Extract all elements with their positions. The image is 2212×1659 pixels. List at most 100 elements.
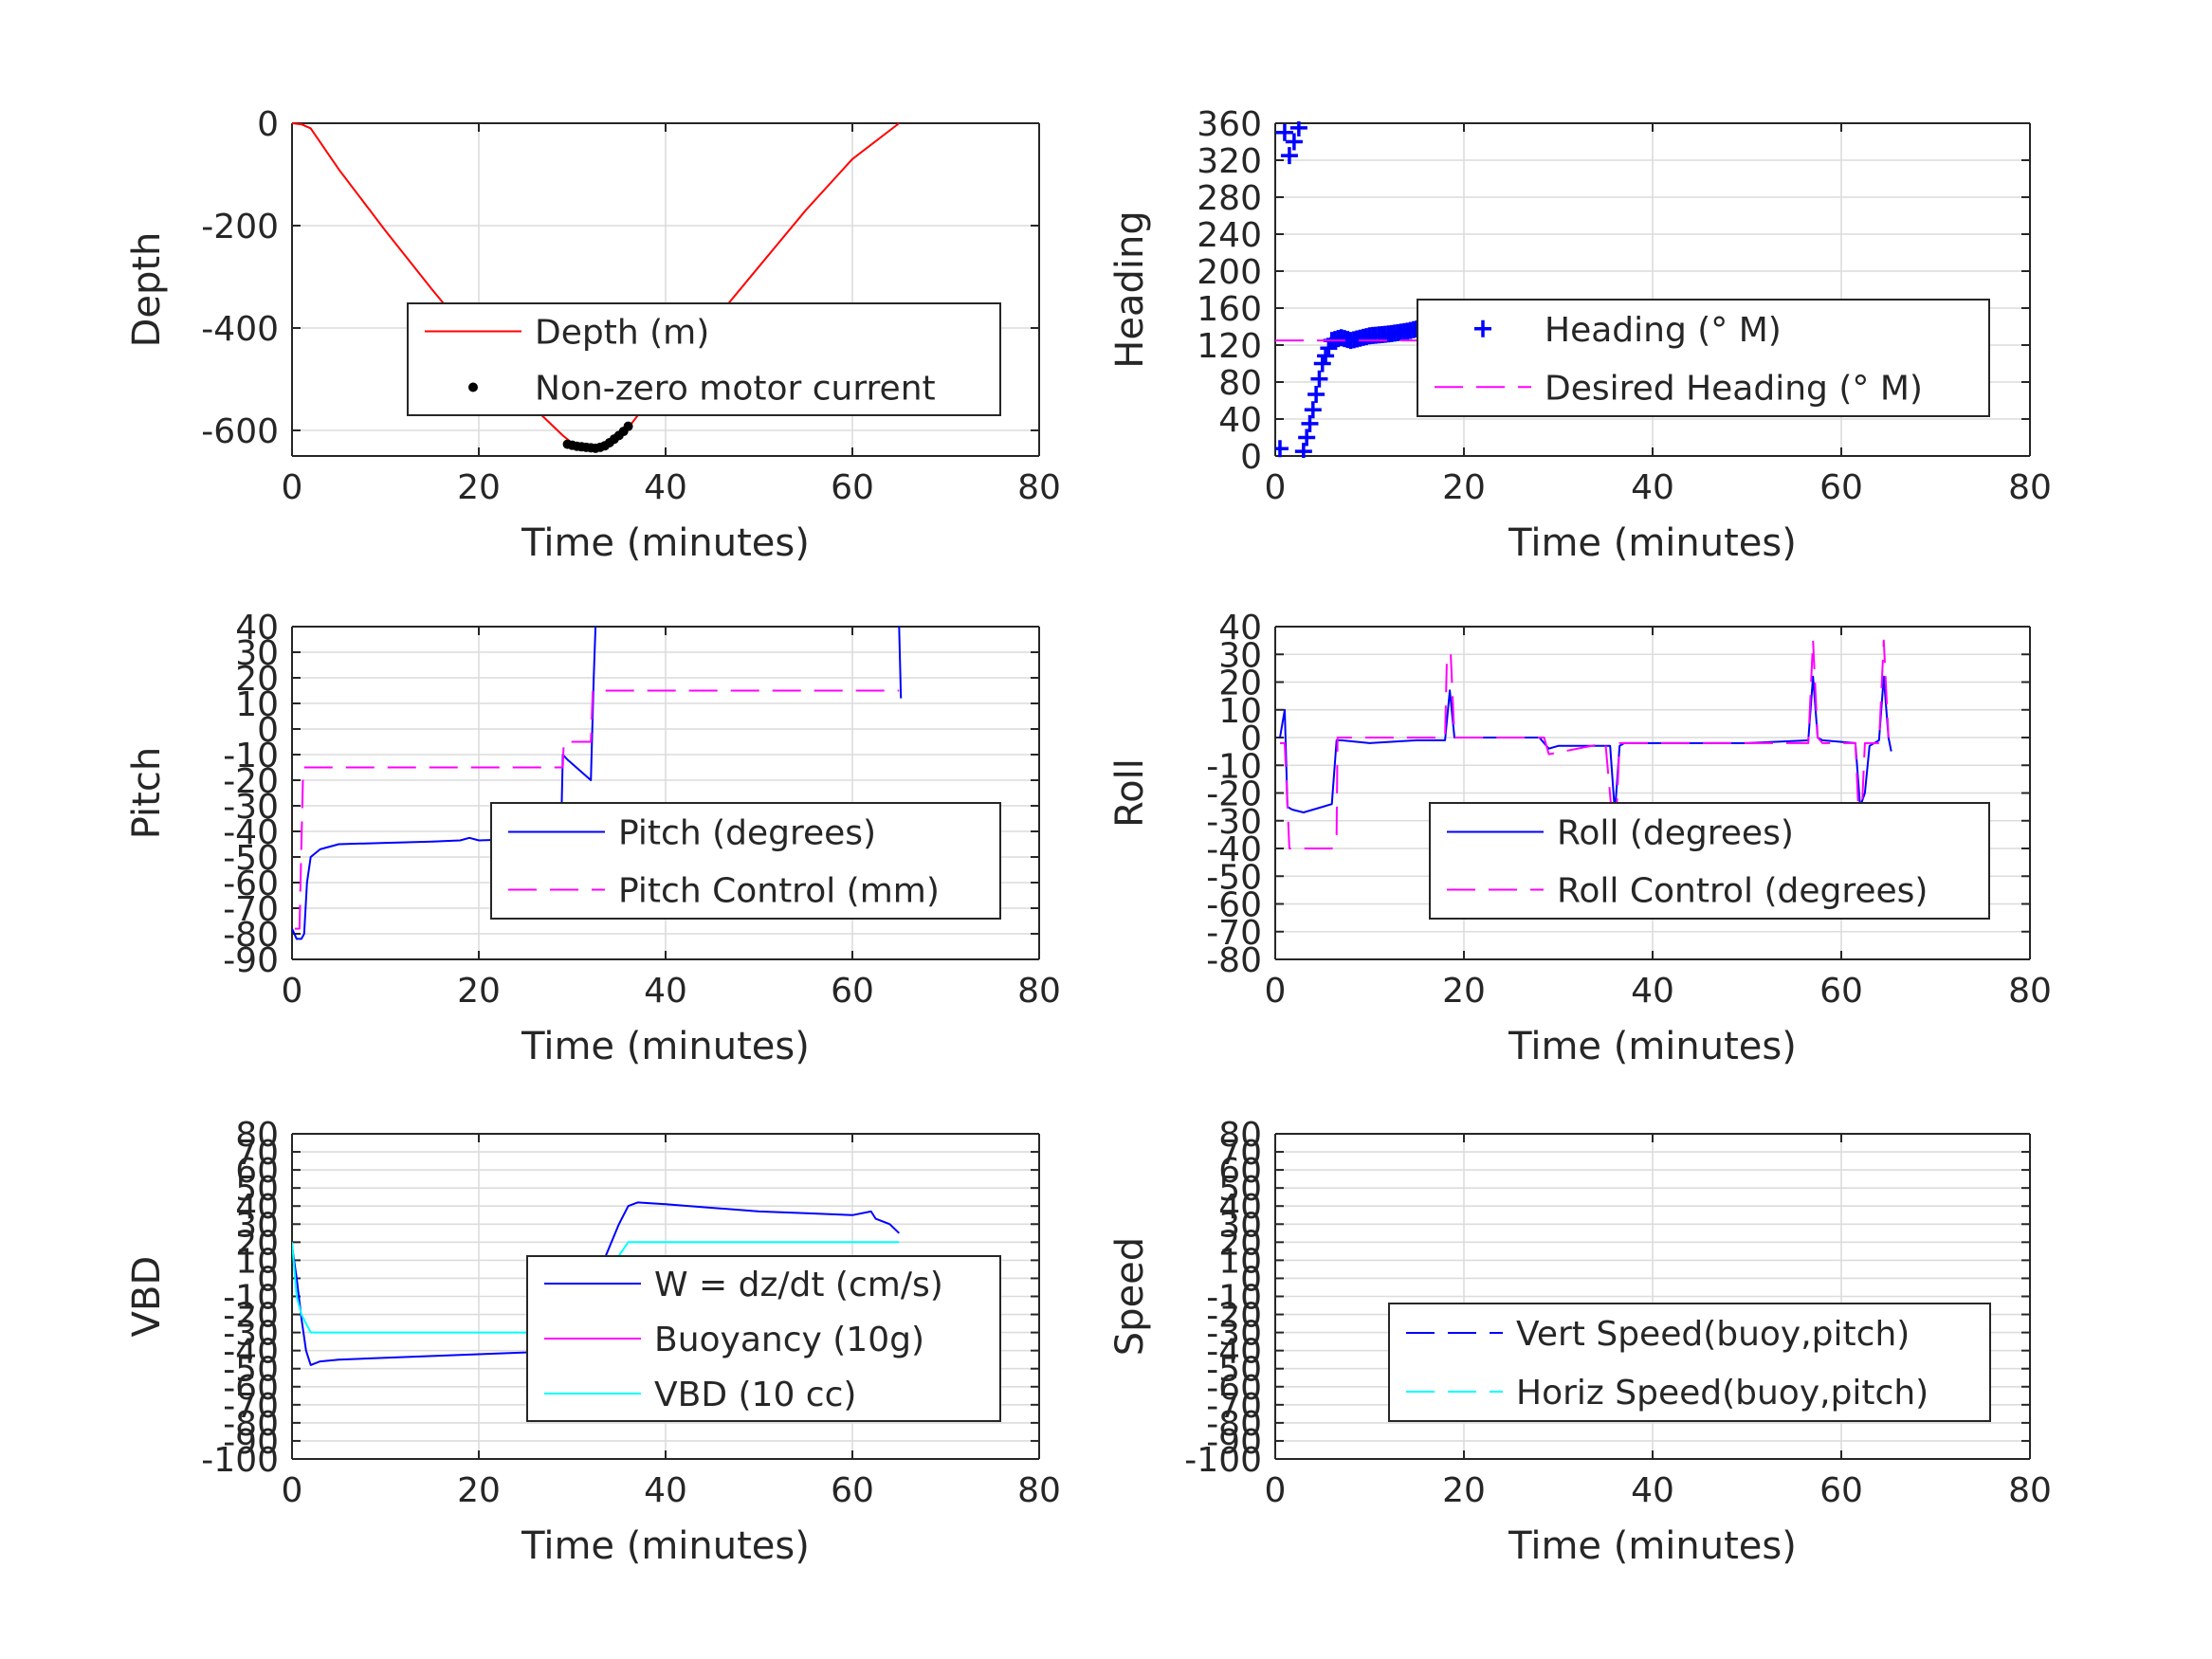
y-tick-label: 80 [1218, 364, 1262, 403]
legend-label: VBD (10 cc) [654, 1376, 856, 1414]
x-tick-label: 80 [1017, 468, 1061, 507]
y-tick-label: 40 [235, 609, 279, 647]
y-tick-label: 240 [1197, 216, 1262, 255]
x-tick-label: 80 [1017, 972, 1061, 1011]
x-tick-label: 60 [1819, 972, 1863, 1011]
legend-marker [468, 382, 478, 392]
y-tick-label: -10 [1206, 747, 1262, 786]
legend-label: Non-zero motor current [535, 370, 936, 409]
legend: Depth (m) Non-zero motor current [407, 302, 1001, 416]
data-point [1298, 428, 1316, 447]
x-tick-label: 0 [282, 1471, 303, 1510]
legend-label: Desired Heading (° M) [1545, 369, 1923, 408]
panel-2: 0 20 40 60 8036032028024020016012080400Time … [1108, 105, 2052, 565]
y-tick-label: -90 [1206, 1423, 1262, 1462]
plot-area [292, 122, 900, 453]
x-tick-label: 20 [1442, 468, 1486, 507]
x-tick-label: 20 [1442, 972, 1486, 1011]
y-tick-label: -400 [201, 310, 279, 349]
legend: Heading (° M) Desired Heading (° M) [1417, 299, 1990, 417]
x-axis-label: Time (minutes) [1508, 521, 1797, 565]
y-tick-label: -70 [1206, 1387, 1262, 1426]
legend-label: Pitch (degrees) [618, 814, 876, 853]
y-tick-label: -30 [1206, 803, 1262, 842]
legend-label: Buoyancy (10g) [654, 1321, 924, 1359]
series-line-1 [292, 626, 597, 940]
legend: Vert Speed(buoy,pitch) Horiz Speed(buoy,p… [1388, 1303, 1991, 1422]
x-axis-label: Time (minutes) [1508, 1025, 1797, 1068]
x-axis-label: Time (minutes) [1508, 1524, 1797, 1568]
y-tick-label: -20 [223, 1297, 279, 1336]
x-axis-label: Time (minutes) [521, 1025, 810, 1068]
x-tick-label: 40 [644, 468, 687, 507]
y-tick-label: 10 [1218, 1242, 1262, 1281]
y-tick-label: -100 [1184, 1441, 1262, 1480]
x-tick-label: 20 [457, 972, 501, 1011]
series-line-3 [295, 689, 900, 930]
y-tick-label: -60 [1206, 886, 1262, 925]
y-tick-label: -60 [223, 865, 279, 903]
x-tick-label: 0 [282, 468, 303, 507]
y-tick-label: -90 [223, 1423, 279, 1462]
legend-marker [1474, 319, 1491, 337]
data-point [1285, 133, 1303, 151]
legend-label: W = dz/dt (cm/s) [654, 1266, 943, 1304]
y-tick-label: -50 [223, 1351, 279, 1390]
y-tick-label: 40 [1218, 609, 1262, 647]
y-tick-label: -80 [223, 1405, 279, 1444]
y-tick-label: -10 [223, 1279, 279, 1318]
x-tick-label: 0 [1265, 972, 1287, 1011]
y-tick-label: -30 [223, 788, 279, 827]
y-tick-label: -40 [223, 1333, 279, 1372]
y-tick-label: -10 [223, 737, 279, 775]
x-tick-label: 0 [1265, 468, 1287, 507]
x-tick-label: 80 [2008, 972, 2052, 1011]
y-tick-label: 0 [257, 105, 279, 144]
legend-box [490, 802, 1001, 920]
legend-box [407, 302, 1001, 416]
x-tick-label: 20 [457, 1471, 501, 1510]
y-tick-label: 70 [1218, 1134, 1262, 1173]
y-tick-label: -100 [201, 1441, 279, 1480]
legend: Pitch (degrees) Pitch Control (mm) [490, 802, 1001, 920]
y-tick-label: 80 [235, 1116, 279, 1155]
x-tick-label: 60 [1819, 1471, 1863, 1510]
y-tick-label: 200 [1197, 253, 1262, 292]
series-line-2 [898, 626, 903, 699]
y-tick-label: -50 [1206, 1351, 1262, 1390]
x-tick-label: 60 [831, 468, 874, 507]
y-tick-label: -20 [1206, 775, 1262, 814]
panel-1: 0 20 40 60 80 0 -200 -400 -600 Time (minutes) Dept… [125, 105, 1061, 565]
x-tick-label: 0 [1265, 1471, 1287, 1510]
y-tick-label: 10 [1218, 692, 1262, 731]
x-axis-label: Time (minutes) [521, 1524, 810, 1568]
y-tick-label: 280 [1197, 179, 1262, 218]
y-tick-label: 360 [1197, 105, 1262, 144]
y-tick-label: -20 [1206, 1297, 1262, 1336]
x-tick-label: 80 [2008, 1471, 2052, 1510]
y-tick-label: -50 [223, 839, 279, 878]
y-tick-label: 0 [1240, 720, 1262, 758]
data-point [1280, 147, 1298, 165]
plot-area [292, 626, 903, 940]
y-tick-label: 0 [1240, 1260, 1262, 1299]
legend-label: Vert Speed(buoy,pitch) [1516, 1315, 1910, 1354]
data-point [623, 421, 633, 431]
y-tick-label: -50 [1206, 858, 1262, 897]
x-tick-label: 80 [1017, 1471, 1061, 1510]
panel-6: 0 20 40 60 8080706050403020100-10-20-30-40-5… [1108, 1116, 2052, 1568]
y-axis-label: Roll [1108, 758, 1152, 828]
y-axis-label: VBD [125, 1256, 169, 1338]
legend-label: Roll (degrees) [1557, 814, 1794, 853]
legend: Roll (degrees) Roll Control (degrees) [1429, 802, 1990, 920]
panel-4: 0 20 40 60 80403020100-10-20-30-40-50-60-70-… [1108, 609, 2052, 1068]
y-tick-label: -80 [1206, 941, 1262, 980]
y-tick-label: -80 [1206, 1405, 1262, 1444]
data-point [1275, 440, 1289, 458]
x-tick-label: 40 [644, 972, 687, 1011]
x-tick-label: 20 [457, 468, 501, 507]
x-tick-label: 0 [282, 972, 303, 1011]
x-tick-label: 40 [1631, 468, 1674, 507]
legend-box [1388, 1303, 1991, 1422]
y-tick-label: 320 [1197, 142, 1262, 181]
